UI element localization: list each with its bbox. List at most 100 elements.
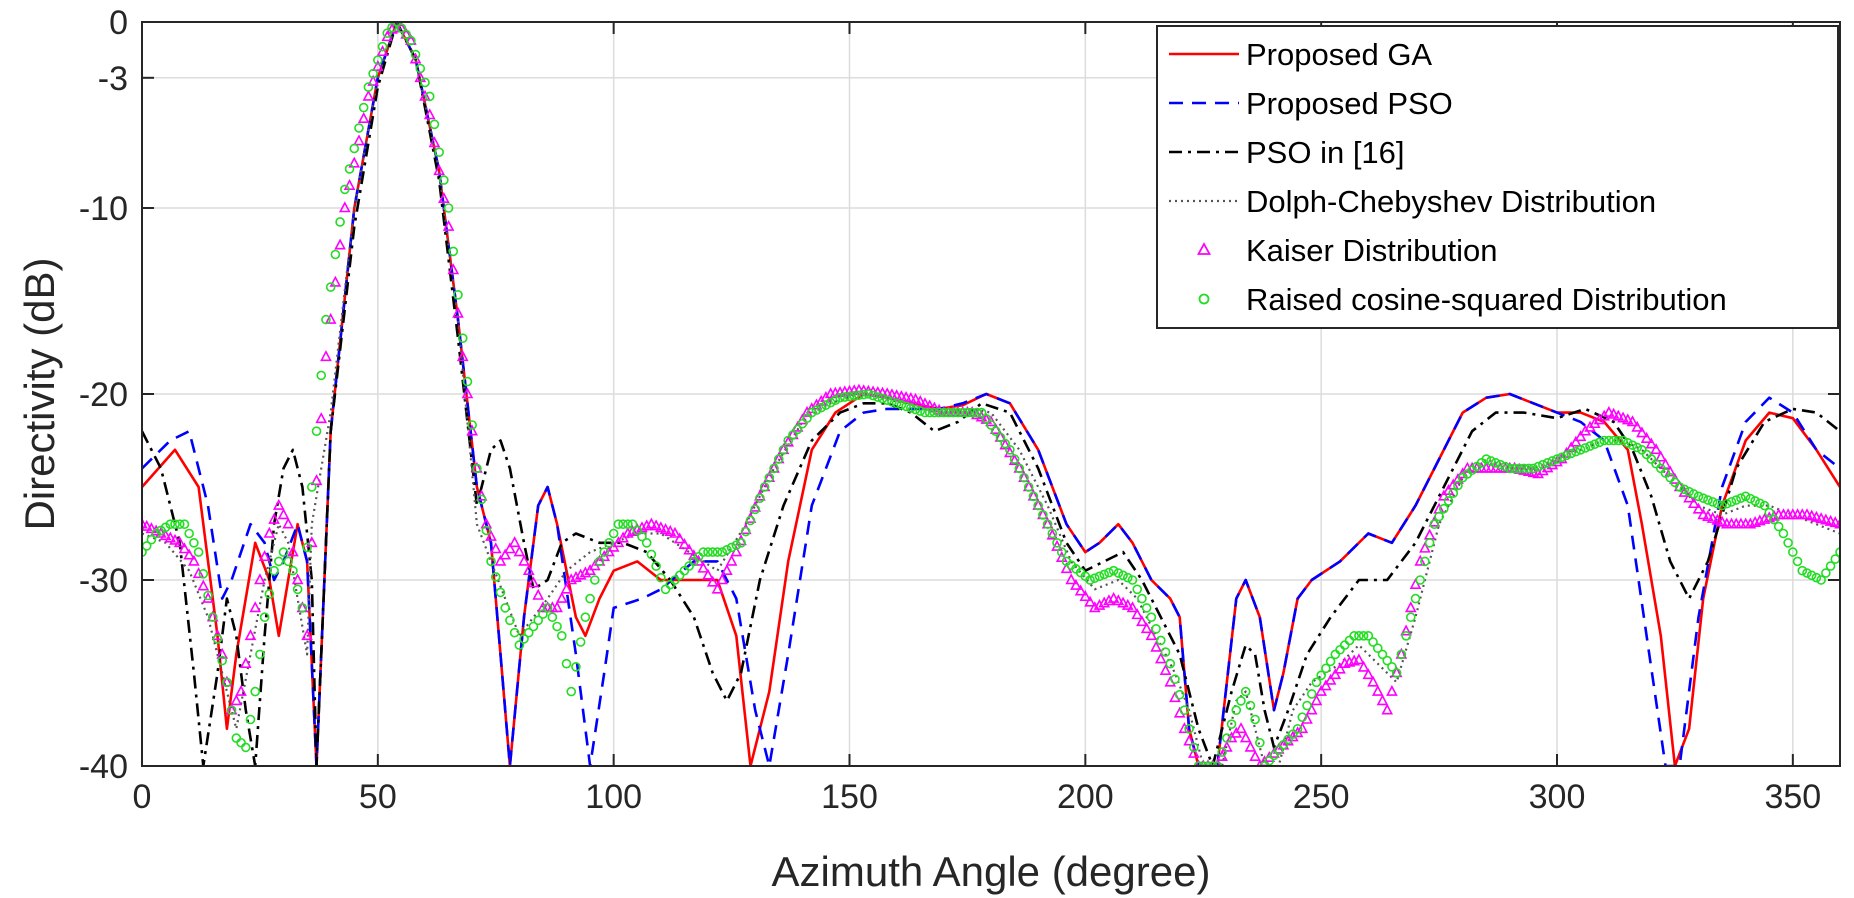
raised-cosine-marker	[358, 102, 369, 113]
kaiser-marker	[1645, 437, 1658, 449]
raised-cosine-marker	[1354, 630, 1364, 641]
kaiser-marker	[1065, 573, 1078, 585]
raised-cosine-marker	[1212, 761, 1223, 766]
kaiser-marker	[1103, 594, 1115, 606]
kaiser-marker	[1329, 668, 1342, 680]
raised-cosine-marker	[406, 35, 416, 46]
kaiser-marker	[1697, 508, 1710, 520]
raised-cosine-marker	[613, 519, 624, 530]
kaiser-marker	[1607, 407, 1620, 419]
raised-cosine-marker	[184, 528, 194, 539]
kaiser-marker	[923, 399, 936, 411]
kaiser-marker	[1437, 489, 1450, 501]
raised-cosine-marker	[1033, 500, 1043, 511]
kaiser-marker	[683, 543, 695, 555]
raised-cosine-marker	[1783, 537, 1793, 548]
raised-cosine-marker	[1816, 575, 1826, 585]
raised-cosine-marker	[1589, 439, 1600, 450]
y-axis-title: Directivity (dB)	[16, 257, 63, 530]
raised-cosine-marker	[1278, 739, 1289, 750]
raised-cosine-marker	[325, 282, 336, 292]
raised-cosine-marker	[288, 565, 298, 576]
raised-cosine-marker	[429, 119, 440, 130]
raised-cosine-marker	[1712, 498, 1723, 509]
kaiser-marker	[688, 549, 700, 561]
kaiser-marker	[305, 536, 318, 548]
raised-cosine-marker	[382, 28, 393, 38]
kaiser-marker	[466, 424, 478, 436]
raised-cosine-marker	[273, 556, 284, 567]
kaiser-marker	[1801, 508, 1813, 520]
raised-cosine-marker	[802, 413, 812, 423]
kaiser-marker	[1140, 622, 1153, 634]
kaiser-marker	[169, 533, 181, 545]
raised-cosine-marker	[255, 649, 265, 660]
raised-cosine-marker	[1703, 495, 1713, 505]
kaiser-marker	[1617, 411, 1629, 423]
raised-cosine-marker	[443, 203, 454, 213]
raised-cosine-marker	[957, 407, 968, 418]
raised-cosine-marker	[1283, 734, 1293, 745]
kaiser-marker	[565, 573, 578, 585]
kaiser-marker	[1098, 596, 1111, 608]
raised-cosine-marker	[943, 407, 954, 418]
kaiser-marker	[456, 350, 469, 362]
kaiser-marker	[348, 156, 361, 168]
raised-cosine-marker	[731, 540, 742, 550]
raised-cosine-marker	[321, 314, 331, 325]
kaiser-marker	[697, 561, 710, 573]
kaiser-marker	[142, 519, 153, 531]
raised-cosine-marker	[462, 376, 473, 387]
raised-cosine-marker	[599, 547, 610, 557]
kaiser-marker	[268, 512, 280, 524]
kaiser-marker	[1008, 453, 1021, 465]
raised-cosine-marker	[476, 494, 487, 505]
raised-cosine-marker	[1047, 528, 1058, 539]
kaiser-marker	[282, 517, 295, 529]
kaiser-marker	[659, 523, 672, 535]
raised-cosine-marker	[1509, 463, 1520, 474]
legend-item: Dolph-Chebyshev Distribution	[1169, 184, 1656, 219]
kaiser-marker	[1574, 430, 1587, 442]
raised-cosine-marker	[486, 556, 496, 567]
raised-cosine-marker	[1528, 463, 1539, 474]
x-tick-label: 350	[1764, 778, 1821, 816]
raised-cosine-marker	[1137, 593, 1147, 604]
kaiser-marker	[499, 548, 512, 560]
kaiser-marker	[230, 694, 243, 706]
raised-cosine-marker	[1599, 435, 1609, 446]
raised-cosine-marker	[1750, 496, 1760, 506]
raised-cosine-marker	[283, 556, 294, 567]
raised-cosine-marker	[1759, 500, 1770, 511]
raised-cosine-marker	[641, 537, 652, 548]
raised-cosine-marker	[349, 143, 360, 154]
kaiser-marker	[560, 582, 573, 594]
kaiser-marker	[527, 576, 540, 588]
raised-cosine-marker	[915, 406, 926, 416]
raised-cosine-marker	[1622, 438, 1633, 448]
kaiser-marker	[678, 537, 691, 549]
kaiser-marker	[188, 554, 200, 566]
raised-cosine-marker	[604, 537, 614, 548]
kaiser-marker	[1117, 596, 1129, 608]
legend-item: Raised cosine-squared Distribution	[1198, 282, 1727, 317]
kaiser-marker	[508, 536, 521, 548]
raised-cosine-marker	[174, 519, 185, 530]
raised-cosine-marker	[1821, 568, 1831, 578]
kaiser-marker	[664, 524, 677, 536]
legend-label: PSO in [16]	[1246, 135, 1405, 170]
raised-cosine-marker	[920, 407, 930, 418]
raised-cosine-marker	[854, 390, 864, 401]
raised-cosine-marker	[750, 504, 760, 515]
raised-cosine-marker	[863, 389, 874, 399]
raised-cosine-marker	[1722, 498, 1732, 509]
kaiser-marker	[442, 219, 455, 231]
kaiser-marker	[1570, 435, 1582, 447]
kaiser-marker	[1126, 601, 1139, 613]
raised-cosine-marker	[1825, 561, 1836, 571]
raised-cosine-marker	[1108, 565, 1119, 576]
kaiser-marker	[357, 112, 370, 124]
legend-label: Kaiser Distribution	[1246, 233, 1498, 268]
kaiser-marker	[324, 312, 337, 324]
kaiser-marker	[173, 536, 186, 548]
